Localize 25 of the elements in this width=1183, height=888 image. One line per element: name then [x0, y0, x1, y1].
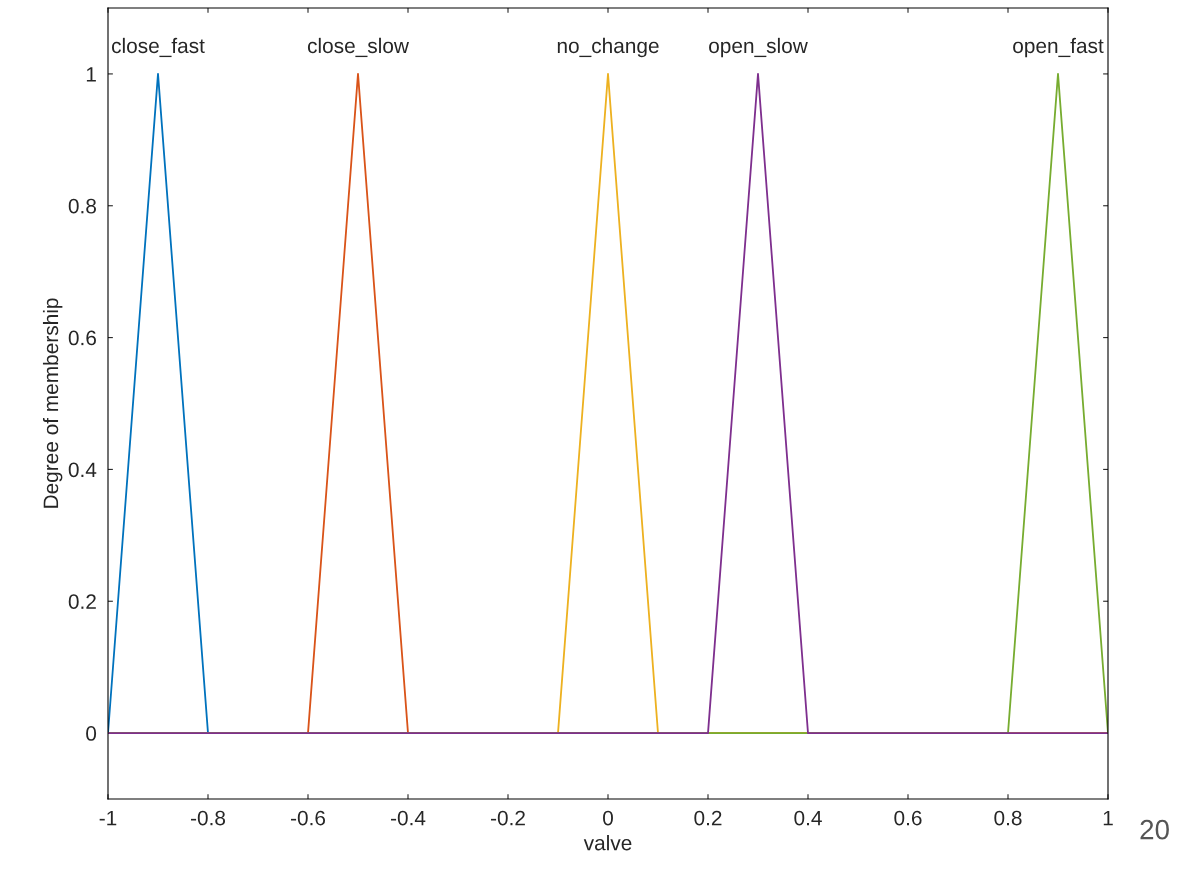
- x-tick-label: -0.4: [390, 810, 426, 826]
- text: 20: [1140, 819, 1169, 840]
- x-tick-label: 1: [1103, 810, 1113, 826]
- y-tick-label: 0.2: [68, 594, 96, 609]
- series-label: close_fast: [111, 37, 205, 58]
- x-tick-label: 0.2: [694, 810, 722, 826]
- series-label: open_fast: [1013, 37, 1104, 58]
- series-label: open_slow: [709, 37, 808, 58]
- x-tick-label: -0.8: [190, 810, 226, 826]
- series-label: close_slow: [307, 37, 409, 58]
- y-axis-title: Degree of membership: [42, 298, 63, 508]
- x-tick-label: -1: [99, 810, 117, 826]
- x-tick-label: 0: [603, 810, 613, 826]
- series-label: no_change: [557, 37, 659, 58]
- y-tick-label: 0.8: [68, 198, 96, 214]
- y-tick-label: 0.4: [68, 462, 97, 478]
- x-tick-label: 0.8: [994, 810, 1022, 826]
- x-tick-label: 0.6: [894, 810, 922, 826]
- x-tick-label: -0.2: [490, 810, 525, 826]
- x-tick-label: -0.6: [290, 810, 326, 826]
- y-tick-label: 0: [86, 726, 97, 741]
- y-tick-label: 0.6: [68, 330, 96, 346]
- y-tick-label: 1: [86, 67, 96, 82]
- x-axis-title: valve: [583, 835, 632, 851]
- x-tick-label: 0.4: [794, 810, 822, 826]
